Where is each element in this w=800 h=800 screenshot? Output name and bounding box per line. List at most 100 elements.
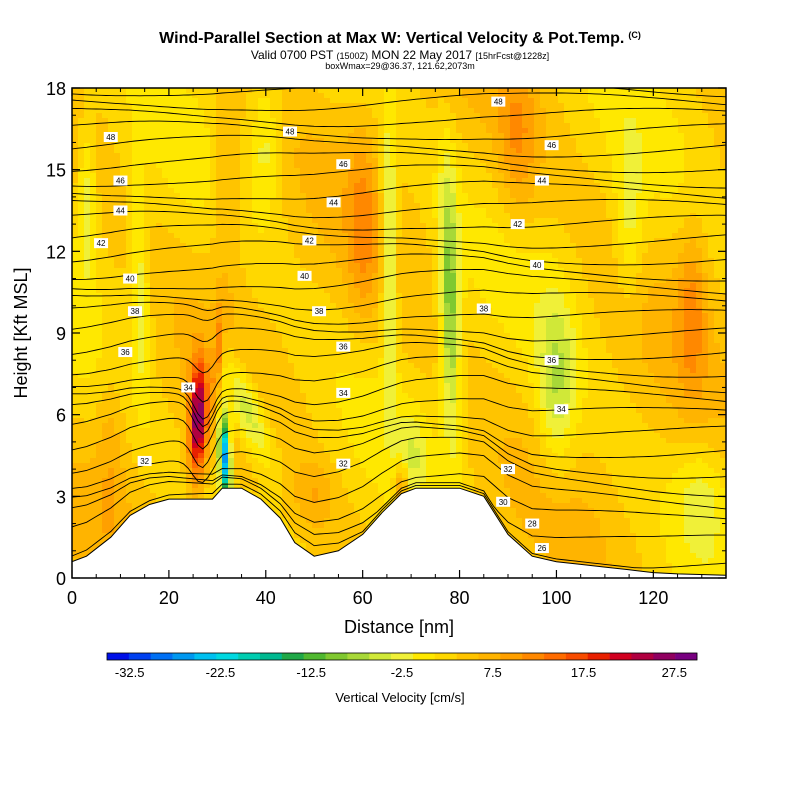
isentrope-label: 26 [534, 543, 549, 554]
y-tick-label: 12 [46, 242, 66, 262]
isentrope-label-text: 32 [504, 465, 513, 474]
isentrope-line [72, 134, 726, 158]
isentrope-label-text: 36 [121, 348, 130, 357]
x-tick-label: 60 [353, 588, 373, 608]
isentrope-label: 34 [336, 387, 351, 398]
isentrope-label-text: 46 [547, 141, 556, 150]
isentrope-label: 48 [103, 132, 118, 142]
isentrope-line [72, 483, 726, 569]
colorbar-swatch [128, 653, 152, 660]
isentrope-label: 38 [312, 306, 327, 317]
colorbar-tick-label: 27.5 [662, 665, 687, 680]
isentrope-label: 46 [544, 140, 559, 151]
isentrope-line [72, 180, 726, 200]
colorbar-tick-label: 17.5 [571, 665, 596, 680]
isentrope-label-text: 36 [547, 356, 556, 365]
isentrope-label: 48 [283, 126, 297, 137]
y-tick-label: 6 [56, 406, 66, 426]
colorbar-swatch [391, 653, 414, 660]
isentrope-line [72, 410, 726, 459]
isentrope-line [72, 210, 726, 231]
colorbar-swatch [150, 653, 173, 660]
x-tick-label: 100 [541, 588, 571, 608]
isentrope-line [72, 452, 726, 510]
isentrope-line [72, 436, 726, 498]
isentrope-label-text: 40 [126, 275, 135, 284]
valid-prefix: Valid 0700 PST [250, 48, 334, 62]
isentrope-labels: 48 48 48 46 46 46 44 44 44 42 42 42 40 40 40 38 38 38 36 36… [94, 96, 569, 554]
colorbar-swatch [259, 653, 283, 660]
isentrope-label-text: 38 [479, 305, 488, 314]
x-tick-label: 20 [159, 588, 179, 608]
isentrope-label-text: 44 [329, 198, 338, 207]
isentrope-label-text: 46 [339, 160, 348, 169]
isentrope-label: 42 [302, 235, 317, 246]
y-tick-label: 0 [56, 569, 66, 589]
colorbar-swatch [216, 653, 239, 660]
x-axis: 0 20 40 60 80 100 120 [67, 88, 703, 608]
isentrope-label: 44 [113, 205, 128, 216]
isentrope-label-text: 48 [106, 133, 115, 142]
isentrope-label-text: 38 [131, 307, 140, 316]
colorbar-swatch [653, 653, 676, 660]
colorbar-swatch [544, 653, 567, 660]
colorbar-tick-label: -32.5 [115, 665, 145, 680]
colorbar: -32.5 -22.5 -12.5 -2.5 7.5 17.5 27.5 [106, 652, 698, 680]
chart-title: Wind-Parallel Section at Max W: Vertical… [0, 30, 800, 48]
isentrope-label-text: 32 [339, 460, 348, 469]
isentrope-line [72, 289, 726, 311]
colorbar-swatch [565, 653, 589, 660]
isentrope-label-text: 46 [116, 177, 125, 186]
isentrope-label-text: 42 [305, 236, 314, 245]
isentrope-label: 38 [476, 303, 491, 314]
isentrope-label: 32 [137, 455, 152, 466]
colorbar-tick-label: 7.5 [484, 665, 502, 680]
x-tick-label: 40 [256, 588, 276, 608]
colorbar-swatch [303, 653, 326, 660]
isentrope-label-text: 34 [557, 405, 566, 414]
isentrope-label-text: 36 [339, 343, 348, 352]
colorbar-swatch [369, 653, 392, 660]
colorbar-swatch [587, 653, 610, 660]
terrain-profile [72, 487, 726, 578]
isentrope-label-text: 42 [513, 220, 522, 229]
isentrope-line [72, 476, 726, 539]
isentrope-line [72, 473, 726, 523]
isentrope-lines [72, 88, 726, 569]
isentrope-label-text: 44 [537, 177, 546, 186]
isentrope-line [72, 164, 726, 189]
isentrope-line [72, 92, 726, 112]
isentrope-label: 48 [491, 96, 506, 107]
isentrope-label-text: 28 [528, 520, 537, 529]
isentrope-line [72, 253, 726, 282]
valid-utc: (1500Z) [336, 51, 369, 61]
valid-date: MON 22 May 2017 [371, 48, 473, 62]
y-tick-label: 9 [56, 324, 66, 344]
y-tick-label: 18 [46, 79, 66, 99]
isentrope-label: 44 [534, 175, 549, 186]
colorbar-swatch [478, 653, 501, 660]
colorbar-swatch [347, 653, 370, 660]
isentrope-label: 42 [510, 219, 525, 230]
colorbar-swatch [500, 653, 523, 660]
isentrope-line [72, 268, 726, 295]
isentrope-line [72, 375, 726, 420]
colorbar-tick-label: -12.5 [296, 665, 326, 680]
isentrope-label-text: 48 [286, 128, 295, 137]
isentrope-line [72, 400, 726, 437]
y-tick-label: 3 [56, 487, 66, 507]
isentrope-label: 38 [127, 306, 142, 317]
colorbar-swatch [522, 653, 545, 660]
colorbar-swatch [107, 653, 130, 660]
isentrope-line [72, 198, 726, 219]
isentrope-line [72, 313, 726, 342]
isentrope-label-text: 48 [494, 98, 503, 107]
isentrope-label: 36 [336, 341, 351, 352]
isentrope-label: 34 [554, 404, 569, 415]
isentrope-line [72, 355, 726, 403]
colorbar-swatch [609, 653, 632, 660]
isentrope-label: 40 [123, 273, 138, 284]
isentrope-label-text: 40 [533, 261, 542, 270]
isentrope-label: 46 [336, 159, 351, 170]
